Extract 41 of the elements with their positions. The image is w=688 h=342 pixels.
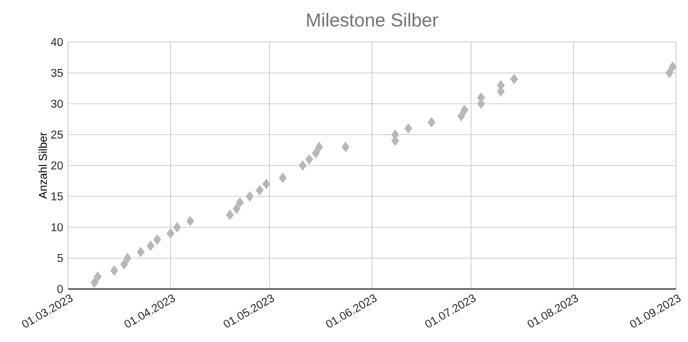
point [90,278,98,288]
y-tick-label: 35 [51,68,63,77]
point [226,210,234,220]
point [298,160,306,171]
y-axis-title: Anzahl Silber [38,132,47,199]
point [256,185,264,196]
point [278,172,287,183]
y-tick-label: 20 [51,161,63,170]
y-tick-label: 15 [52,192,63,200]
point [404,123,412,134]
point [124,253,132,264]
point [120,259,128,270]
point [668,62,677,72]
point [666,68,674,78]
point [510,74,518,84]
y-tick-label: 10 [52,223,63,232]
point [460,104,468,115]
point [94,272,102,282]
point [166,228,174,238]
point [110,265,118,276]
chart-title: Milestone Silber [307,12,438,27]
point [146,240,154,251]
point [236,197,244,208]
point [246,191,254,202]
point [342,142,350,152]
point [173,222,181,232]
y-tick-label: 40 [50,38,63,46]
point [315,142,324,152]
y-tick-label: 5 [57,254,63,262]
point [153,234,162,245]
point [312,148,320,158]
y-tick-label: 0 [57,284,63,293]
y-tick-label: 25 [51,130,63,139]
point [136,246,145,258]
point [428,117,436,128]
point [186,216,194,226]
point [457,111,466,122]
point [232,204,240,214]
point [305,154,314,164]
y-tick-label: 30 [51,100,63,108]
point [262,178,270,190]
